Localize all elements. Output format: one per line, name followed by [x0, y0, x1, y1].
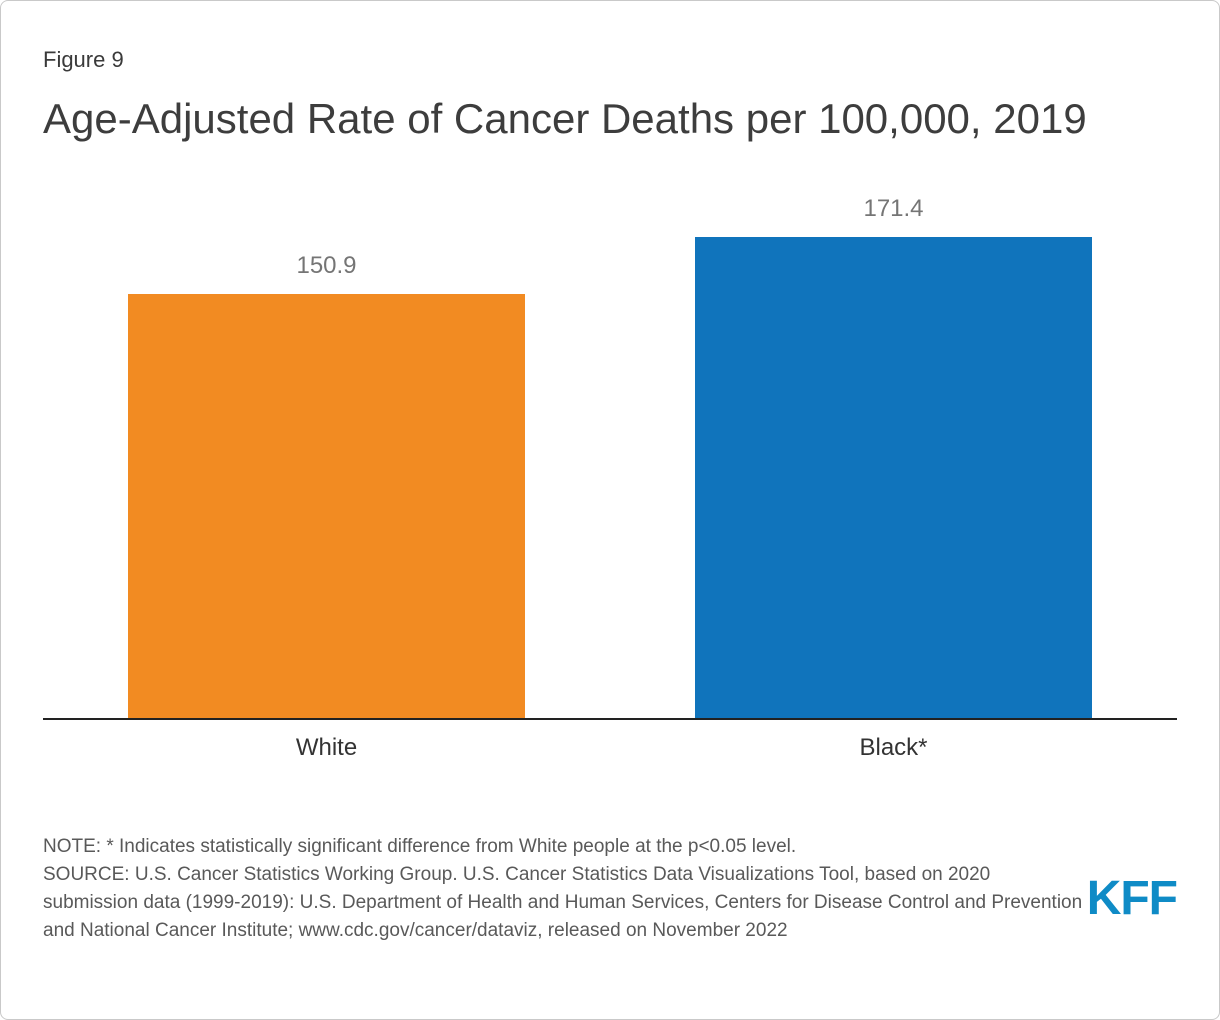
- x-axis-labels: White Black*: [43, 720, 1177, 762]
- bar-column: 150.9: [43, 195, 610, 718]
- bar-column: 171.4: [610, 195, 1177, 718]
- source-text: SOURCE: U.S. Cancer Statistics Working G…: [43, 864, 1083, 941]
- bar-black: [695, 236, 1092, 718]
- bar-value-label: 171.4: [863, 194, 924, 222]
- bar-chart: 150.9 171.4 White Black*: [43, 195, 1177, 762]
- note-text: NOTE: * Indicates statistically signific…: [43, 836, 797, 857]
- chart-title: Age-Adjusted Rate of Cancer Deaths per 1…: [43, 95, 1087, 142]
- kff-logo: KFF: [1086, 872, 1178, 925]
- figure-label: Figure 9: [43, 47, 124, 72]
- category-label: White: [295, 733, 358, 761]
- plot-area: 150.9 171.4: [43, 195, 1177, 720]
- bar-white: [128, 293, 525, 718]
- category-label: Black*: [859, 733, 928, 761]
- bar-value-label: 150.9: [296, 251, 357, 279]
- footer: NOTE: * Indicates statistically signific…: [43, 833, 1178, 945]
